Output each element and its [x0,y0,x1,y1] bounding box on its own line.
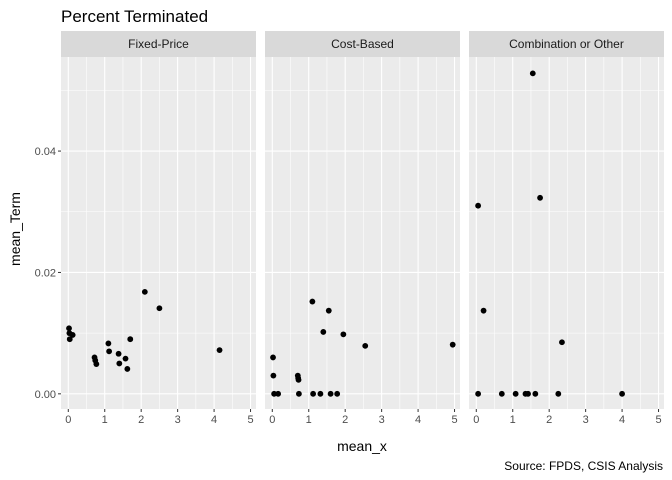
data-point [619,390,625,397]
data-point [325,307,332,314]
data-point [271,390,278,397]
data-point [127,336,134,343]
data-point [270,372,277,379]
data-point [317,390,324,397]
data-point [106,348,113,355]
data-point [124,366,131,372]
data-point [555,390,562,397]
x-tick-label: 3 [379,414,385,426]
x-tick-label: 5 [247,414,253,426]
x-tick-label: 5 [655,414,661,426]
facet-2: Cost-Based 0 1 2 3 4 5 [265,31,460,426]
data-point [449,341,456,348]
data-point [310,390,317,397]
facet-strip [469,31,664,57]
y-tick-label: 0.00 [35,389,56,401]
data-point [105,340,112,347]
panel-background [265,57,460,409]
x-tick-label: 1 [306,414,312,426]
x-tick-label: 2 [546,414,552,426]
data-point [93,361,100,367]
facet-strip-label: Combination or Other [509,37,624,51]
data-point [216,347,223,354]
x-tick-label: 0 [473,414,479,426]
data-point [295,390,302,397]
x-tick-label: 2 [342,414,348,426]
data-point [512,390,519,397]
data-point [532,390,539,397]
data-point [156,305,163,312]
x-tick-label: 1 [102,414,108,426]
data-point [295,376,302,383]
data-point [275,390,282,397]
x-tick-label: 4 [619,414,625,426]
facet-strip [61,31,256,57]
data-point [498,390,505,397]
panel-background [61,57,256,409]
data-point [475,390,482,397]
chart-title: Percent Terminated [61,7,208,26]
facet-1: Fixed-Price 0 1 2 3 4 5 [61,31,256,426]
data-point [66,336,73,343]
data-point [559,339,565,346]
data-point [475,202,482,209]
data-point [362,342,369,349]
data-point [327,390,334,397]
data-point [66,325,72,332]
x-tick-label: 3 [175,414,181,426]
data-point [525,390,531,397]
data-point [320,329,327,335]
x-axis-title: mean_x [337,438,387,454]
facet-strip [265,31,460,57]
x-tick-label: 1 [510,414,516,426]
chart-caption: Source: FPDS, CSIS Analysis [504,459,663,473]
x-tick-label: 2 [138,414,144,426]
data-point [334,390,341,397]
data-point [270,354,276,361]
data-point [537,194,543,201]
data-point [69,332,76,338]
data-point [115,350,122,357]
y-tick-label: 0.02 [35,267,56,279]
x-tick-label: 0 [269,414,275,426]
facet-3: Combination or Other 0 1 2 3 4 5 [469,31,664,426]
data-point [340,331,347,338]
x-tick-label: 4 [415,414,421,426]
x-tick-label: 5 [451,414,457,426]
data-point [141,288,148,295]
x-tick-label: 4 [211,414,217,426]
y-axis-title: mean_Term [7,192,23,266]
data-point [309,298,316,305]
data-point [529,70,536,77]
facet-strip-label: Cost-Based [331,37,394,51]
facet-strip-label: Fixed-Price [128,37,189,51]
data-point [116,360,123,367]
x-tick-label: 3 [583,414,589,426]
data-point [122,355,129,362]
x-tick-label: 0 [65,414,71,426]
data-point [480,307,487,314]
y-axis: 0.00 0.02 0.04 [35,146,61,401]
y-tick-label: 0.04 [35,146,56,158]
panel-background [469,57,664,409]
